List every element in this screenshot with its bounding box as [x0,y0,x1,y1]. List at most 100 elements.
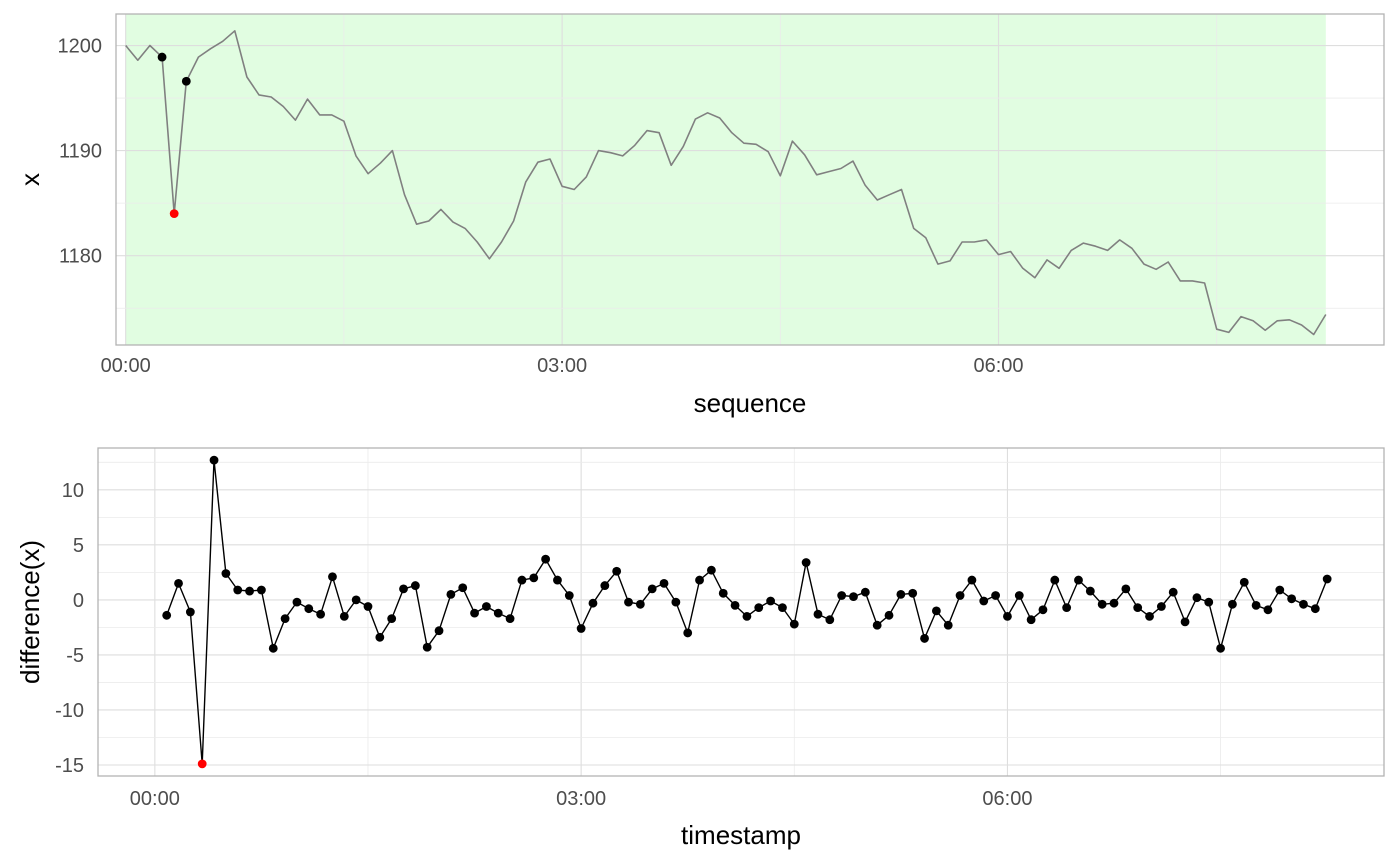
data-point [908,588,918,598]
data-point [1085,586,1095,596]
data-point [683,628,693,638]
data-point [742,612,752,621]
data-point [493,608,503,618]
data-point [505,614,515,624]
data-point [517,575,527,585]
data-point [1263,605,1273,615]
series-line [166,459,1328,765]
data-point [1275,585,1285,595]
data-point [1287,594,1297,604]
data-point [635,599,645,609]
data-point [422,642,432,652]
data-point [991,591,1000,600]
data-point [576,624,586,633]
data-point [292,597,302,607]
highlighted-data-point [157,52,167,62]
data-point [1026,615,1036,625]
data-point [387,614,397,624]
data-point [624,597,633,607]
data-point [825,615,835,625]
data-point [706,565,716,575]
data-point [1251,600,1261,610]
data-point [1038,605,1048,615]
x-axis-title: sequence [694,388,807,418]
data-point [1299,599,1308,609]
data-point [185,607,195,617]
x-tick-labels: 00:00 03:00 06:00 [130,788,1033,810]
top-chart-panel: 00:00 03:00 06:00 1180 1190 1200 sequence x [15,13,1385,418]
data-point [280,614,290,624]
data-point [328,572,337,582]
data-point [671,597,681,607]
data-point [1322,574,1332,584]
data-point [304,604,314,614]
data-point [1097,599,1107,609]
x-tick-label: 03:00 [556,788,606,810]
data-point [174,578,183,588]
data-point [458,583,468,593]
data-point [1216,643,1225,653]
data-point [955,591,965,600]
data-point [1145,612,1154,621]
bottom-chart-panel: 00:00 03:00 06:00 -15 -10 -5 0 5 10 timestamp d… [15,447,1385,850]
x-tick-label: 06:00 [982,788,1032,810]
data-point [789,619,799,629]
data-point [1310,604,1320,614]
data-point [979,596,989,606]
data-point [1228,599,1237,609]
x-tick-label: 03:00 [537,355,587,377]
data-point [588,598,598,608]
data-point [884,610,894,620]
y-axis-title: x [15,173,45,186]
y-axis-title: difference(x) [15,540,45,684]
highlight-band [125,14,1326,345]
data-point [162,610,172,620]
data-point [209,455,219,465]
data-point [931,606,941,616]
x-tick-label: 00:00 [101,355,151,377]
data-point [1168,587,1178,597]
y-tick-labels: 1180 1190 1200 [58,36,103,268]
data-point [1180,617,1190,627]
data-point [896,589,906,599]
data-point [849,592,858,601]
data-point [813,609,823,619]
data-point [233,585,243,595]
data-point [730,600,740,610]
y-tick-label: 0 [73,590,84,612]
y-tick-label: -5 [66,645,84,667]
data-point [1014,591,1024,600]
panel-border [115,13,1385,346]
data-point [363,602,373,611]
data-point [1239,577,1249,587]
data-point [339,612,349,621]
data-point [1062,603,1072,612]
data-point [1121,584,1131,594]
data-point [316,609,326,619]
data-point [446,589,456,599]
y-tick-label: -10 [55,700,84,722]
series-line-path [166,459,1328,765]
data-point [612,566,622,576]
data-point [268,643,278,653]
data-point [434,626,444,636]
data-point [801,558,811,567]
data-point [221,569,231,578]
grid-lines [98,448,1384,776]
data-point [1050,575,1060,585]
data-point [399,584,408,594]
data-point [1133,603,1143,612]
data-point [943,620,953,630]
data-point [541,554,551,564]
data-point [718,588,728,598]
data-point [754,603,764,612]
data-point [553,575,562,585]
x-tick-labels: 00:00 03:00 06:00 [101,355,1024,377]
highlighted-data-point [169,209,179,219]
data-point [860,587,870,597]
highlighted-data-point [181,76,191,86]
data-point [351,595,361,605]
data-point [967,575,977,585]
series-points [162,455,1332,769]
